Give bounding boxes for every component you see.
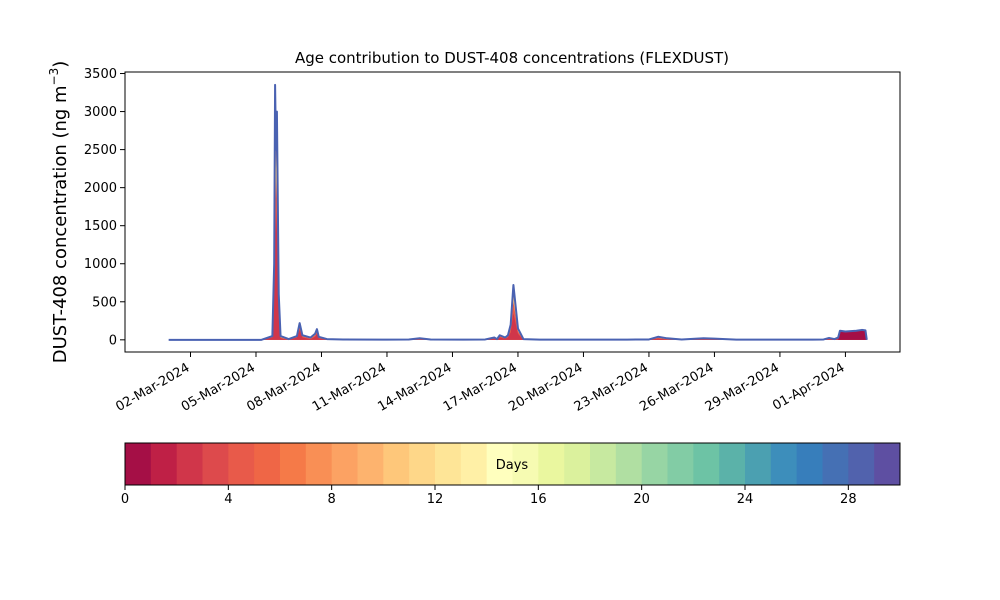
colorbar-cell <box>615 443 643 485</box>
y-axis: 0 500 1000 1500 2000 2500 3000 3500 <box>84 67 125 348</box>
colorbar-cell <box>125 443 152 485</box>
colorbar-cell <box>667 443 694 485</box>
colorbar-cell <box>590 443 617 485</box>
total-line-layer <box>168 83 868 341</box>
y-tick-label: 3000 <box>84 105 117 120</box>
y-tick-label: 500 <box>92 295 117 310</box>
colorbar-cell <box>357 443 384 485</box>
colorbar-cell <box>280 443 307 485</box>
colorbar-cell <box>409 443 436 485</box>
colorbar-cell <box>228 443 255 485</box>
colorbar-tick-label: 12 <box>427 492 444 507</box>
colorbar-tick-label: 20 <box>633 492 650 507</box>
y-tick-label: 2000 <box>84 181 117 196</box>
colorbar-cell <box>150 443 178 485</box>
colorbar-tick-label: 8 <box>328 492 336 507</box>
colorbar-cell <box>538 443 565 485</box>
colorbar-cell <box>460 443 488 485</box>
colorbar-cell <box>693 443 720 485</box>
colorbar-tick-label: 16 <box>530 492 547 507</box>
colorbar-cell <box>848 443 875 485</box>
chart-title: Age contribution to DUST-408 concentrati… <box>295 49 729 67</box>
colorbar: Days 0 4 8 12 16 20 24 28 <box>121 442 901 507</box>
colorbar-tick-label: 28 <box>840 492 857 507</box>
colorbar-cell <box>383 443 410 485</box>
colorbar-cell <box>719 443 746 485</box>
y-tick-label: 1000 <box>84 257 117 272</box>
colorbar-cells <box>125 443 901 485</box>
colorbar-tick-label: 0 <box>121 492 129 507</box>
colorbar-cell <box>486 443 513 485</box>
y-axis-label: DUST-408 concentration (ng m−3) <box>47 61 71 364</box>
colorbar-cell <box>202 443 229 485</box>
total-concentration-line <box>168 83 868 341</box>
y-tick-label: 2500 <box>84 143 117 158</box>
y-tick-label: 3500 <box>84 67 117 82</box>
colorbar-label: Days <box>496 458 529 473</box>
colorbar-cell <box>796 443 823 485</box>
colorbar-cell <box>564 443 591 485</box>
colorbar-cell <box>874 443 901 485</box>
colorbar-cell <box>331 443 358 485</box>
y-axis-label-close: ) <box>50 61 71 68</box>
colorbar-ticks: 0 4 8 12 16 20 24 28 <box>121 485 857 507</box>
colorbar-cell <box>435 443 462 485</box>
colorbar-cell <box>305 443 333 485</box>
colorbar-cell <box>512 443 539 485</box>
colorbar-cell <box>745 443 772 485</box>
y-axis-label-superscript: −3 <box>47 68 61 86</box>
colorbar-cell <box>641 443 668 485</box>
colorbar-cell <box>176 443 203 485</box>
colorbar-cell <box>770 443 798 485</box>
colorbar-cell <box>822 443 849 485</box>
y-axis-label-main: DUST-408 concentration (ng m <box>50 85 71 363</box>
colorbar-frame <box>124 442 901 486</box>
colorbar-tick-label: 24 <box>737 492 754 507</box>
y-tick-label: 1500 <box>84 219 117 234</box>
plot-frame <box>124 71 901 353</box>
colorbar-tick-label: 4 <box>224 492 232 507</box>
y-tick-label: 0 <box>109 333 117 348</box>
colorbar-cell <box>254 443 281 485</box>
